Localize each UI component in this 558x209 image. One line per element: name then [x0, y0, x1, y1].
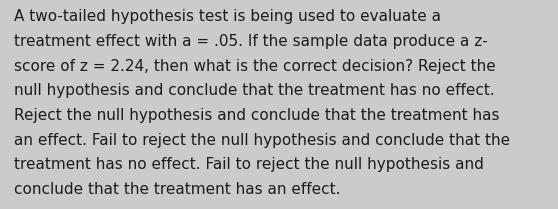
Text: conclude that the treatment has an effect.: conclude that the treatment has an effec…	[14, 182, 340, 197]
Text: treatment has no effect. Fail to reject the null hypothesis and: treatment has no effect. Fail to reject …	[14, 157, 484, 172]
Text: an effect. Fail to reject the null hypothesis and conclude that the: an effect. Fail to reject the null hypot…	[14, 133, 510, 148]
Text: Reject the null hypothesis and conclude that the treatment has: Reject the null hypothesis and conclude …	[14, 108, 499, 123]
Text: treatment effect with a = .05. If the sample data produce a z-: treatment effect with a = .05. If the sa…	[14, 34, 488, 49]
Text: score of z = 2.24, then what is the correct decision? Reject the: score of z = 2.24, then what is the corr…	[14, 59, 496, 74]
Text: null hypothesis and conclude that the treatment has no effect.: null hypothesis and conclude that the tr…	[14, 83, 495, 98]
Text: A two-tailed hypothesis test is being used to evaluate a: A two-tailed hypothesis test is being us…	[14, 9, 441, 24]
